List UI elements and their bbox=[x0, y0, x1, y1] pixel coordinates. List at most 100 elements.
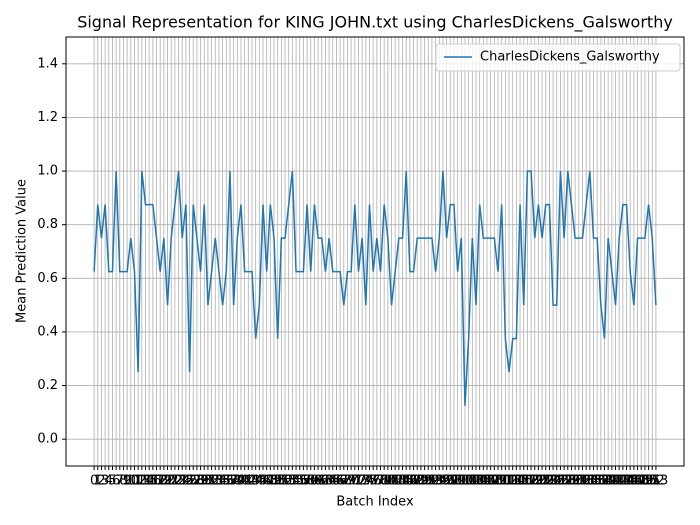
x-tick-label: 43 bbox=[244, 474, 261, 489]
x-tick-label: 143 bbox=[607, 474, 632, 489]
x-tick-label: 133 bbox=[570, 474, 595, 489]
x-tick-label: 46 bbox=[255, 474, 272, 489]
x-tick-label: 136 bbox=[581, 474, 606, 489]
y-tick-label: 0.2 bbox=[37, 378, 58, 393]
x-tick-label: 120 bbox=[522, 474, 547, 489]
x-tick-label: 51 bbox=[273, 474, 290, 489]
x-tick-label: 33 bbox=[207, 474, 224, 489]
x-tick-label: 148 bbox=[625, 474, 650, 489]
y-tick-label: 1.0 bbox=[37, 164, 58, 179]
x-tick-label: 23 bbox=[170, 474, 187, 489]
x-tick-label: 5 bbox=[108, 474, 116, 489]
plot-frame bbox=[65, 36, 685, 467]
x-tick-label: 112 bbox=[493, 474, 518, 489]
x-tick-label: 102 bbox=[456, 474, 481, 489]
x-tick-label: 45 bbox=[251, 474, 268, 489]
x-tick-label: 64 bbox=[321, 474, 338, 489]
x-tick-label: 79 bbox=[376, 474, 393, 489]
x-tick-label: 40 bbox=[233, 474, 250, 489]
x-tick-label: 118 bbox=[515, 474, 540, 489]
x-tick-label: 27 bbox=[185, 474, 202, 489]
x-tick-label: 0 bbox=[90, 474, 98, 489]
x-tick-label: 145 bbox=[614, 474, 639, 489]
x-tick-label: 42 bbox=[240, 474, 257, 489]
x-tick-label: 93 bbox=[427, 474, 444, 489]
x-tick-label: 119 bbox=[519, 474, 544, 489]
x-tick-label: 96 bbox=[438, 474, 455, 489]
x-tick-label: 83 bbox=[391, 474, 408, 489]
x-tick-label: 84 bbox=[394, 474, 411, 489]
x-tick-label: 28 bbox=[189, 474, 206, 489]
line-series bbox=[93, 170, 657, 406]
x-tick-label: 55 bbox=[288, 474, 305, 489]
x-tick-label: 11 bbox=[126, 474, 143, 489]
x-tick-label: 110 bbox=[486, 474, 511, 489]
x-tick-label: 49 bbox=[266, 474, 283, 489]
x-tick-label: 87 bbox=[405, 474, 422, 489]
x-tick-label: 85 bbox=[398, 474, 415, 489]
x-tick-label: 135 bbox=[577, 474, 602, 489]
x-tick-label: 106 bbox=[471, 474, 496, 489]
x-axis-label: Batch Index bbox=[336, 495, 414, 510]
x-tick-label: 29 bbox=[192, 474, 209, 489]
x-tick-label: 82 bbox=[387, 474, 404, 489]
x-tick-label: 75 bbox=[361, 474, 378, 489]
x-tick-label: 48 bbox=[262, 474, 279, 489]
x-tick-label: 116 bbox=[508, 474, 533, 489]
x-tick-label: 124 bbox=[537, 474, 562, 489]
x-tick-label: 74 bbox=[358, 474, 375, 489]
x-tick-label: 77 bbox=[369, 474, 386, 489]
x-tick-label: 95 bbox=[435, 474, 452, 489]
x-tick-label: 70 bbox=[343, 474, 360, 489]
x-tick-label: 62 bbox=[313, 474, 330, 489]
x-tick-label: 141 bbox=[599, 474, 624, 489]
x-tick-label: 30 bbox=[196, 474, 213, 489]
x-tick-label: 61 bbox=[310, 474, 327, 489]
x-tick-label: 72 bbox=[350, 474, 367, 489]
x-tick-label: 126 bbox=[544, 474, 569, 489]
x-tick-label: 105 bbox=[467, 474, 492, 489]
x-tick-label: 140 bbox=[596, 474, 621, 489]
x-tick-label: 39 bbox=[229, 474, 246, 489]
x-tick-label: 92 bbox=[424, 474, 441, 489]
x-tick-label: 60 bbox=[306, 474, 323, 489]
y-tick-label: 1.4 bbox=[37, 56, 58, 71]
x-tick-label: 138 bbox=[588, 474, 613, 489]
x-tick-label: 31 bbox=[200, 474, 217, 489]
x-tick-label: 17 bbox=[148, 474, 165, 489]
x-tick-label: 80 bbox=[380, 474, 397, 489]
x-tick-label: 103 bbox=[460, 474, 485, 489]
x-tick-label: 109 bbox=[482, 474, 507, 489]
x-tick-label: 150 bbox=[632, 474, 657, 489]
x-tick-label: 41 bbox=[236, 474, 253, 489]
x-tick-label: 68 bbox=[336, 474, 353, 489]
x-tick-label: 144 bbox=[610, 474, 635, 489]
x-tick-label: 53 bbox=[280, 474, 297, 489]
x-tick-label: 47 bbox=[258, 474, 275, 489]
x-tick-label: 108 bbox=[478, 474, 503, 489]
x-tick-label: 66 bbox=[328, 474, 345, 489]
x-tick-label: 13 bbox=[134, 474, 151, 489]
x-tick-label: 111 bbox=[489, 474, 514, 489]
x-tick-label: 67 bbox=[332, 474, 349, 489]
x-tick-label: 100 bbox=[449, 474, 474, 489]
x-tick-label: 142 bbox=[603, 474, 628, 489]
x-tick-label: 125 bbox=[541, 474, 566, 489]
x-tick-label: 63 bbox=[317, 474, 334, 489]
x-tick-label: 90 bbox=[416, 474, 433, 489]
x-tick-label: 153 bbox=[643, 474, 668, 489]
x-tick-label: 9 bbox=[123, 474, 131, 489]
x-tick-label: 34 bbox=[211, 474, 228, 489]
x-tick-label: 101 bbox=[453, 474, 478, 489]
x-tick-label: 81 bbox=[383, 474, 400, 489]
x-tick-label: 2 bbox=[97, 474, 105, 489]
x-tick-label: 16 bbox=[145, 474, 162, 489]
x-tick-label: 36 bbox=[218, 474, 235, 489]
x-tick-label: 24 bbox=[174, 474, 191, 489]
x-tick-label: 1 bbox=[94, 474, 102, 489]
x-tick-label: 57 bbox=[295, 474, 312, 489]
x-tick-label: 98 bbox=[446, 474, 463, 489]
x-tick-label: 8 bbox=[119, 474, 127, 489]
y-axis-label: Mean Prediction Value bbox=[15, 179, 30, 323]
x-tick-label: 146 bbox=[618, 474, 643, 489]
